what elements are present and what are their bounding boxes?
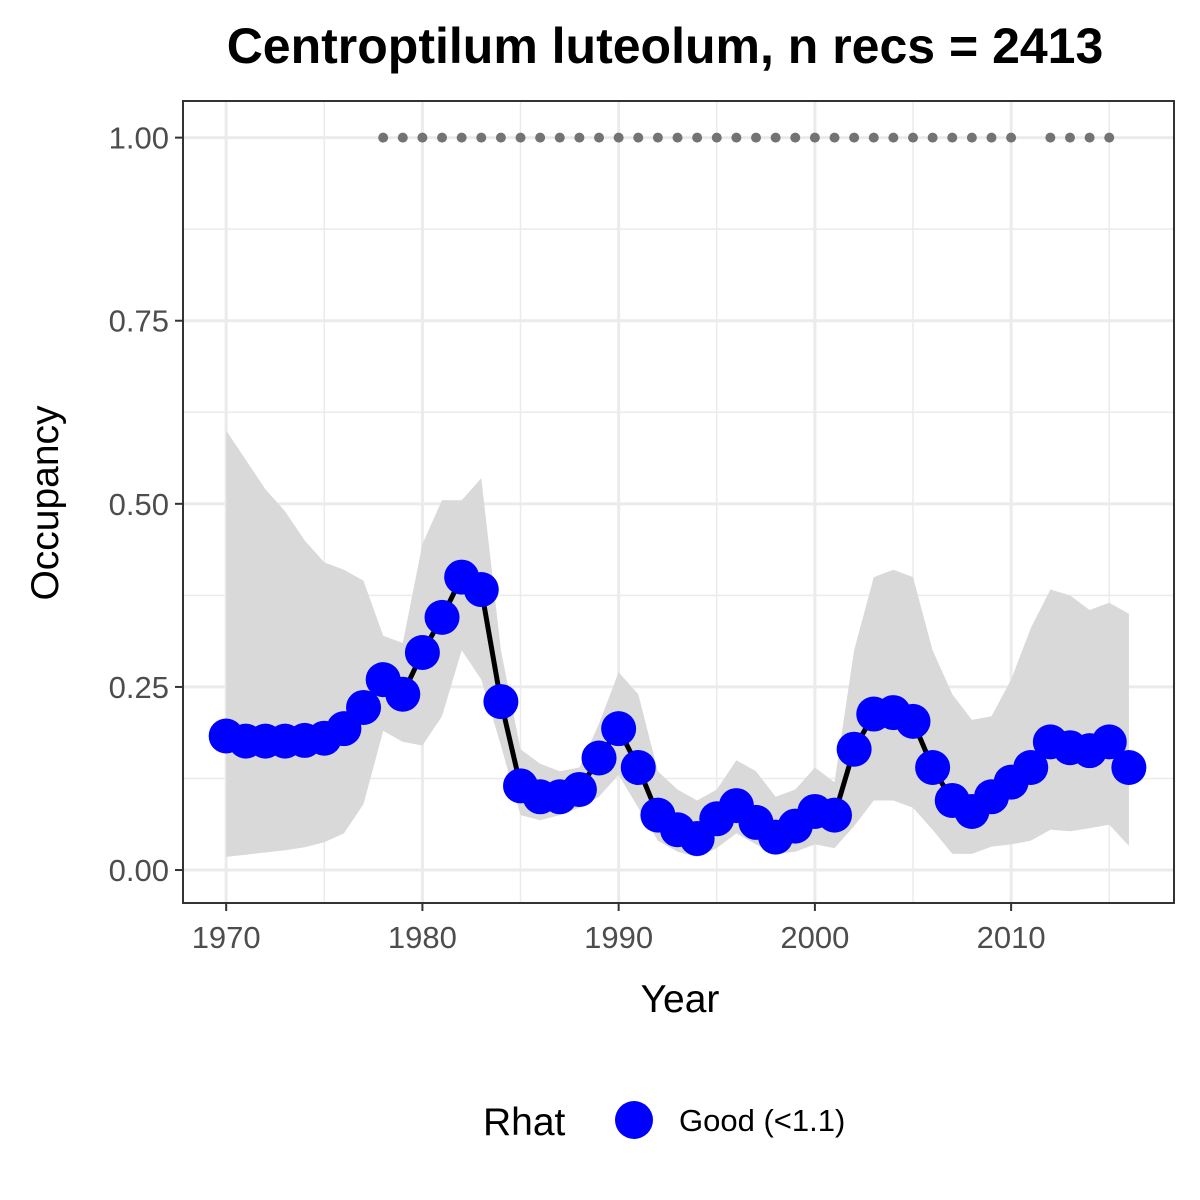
record-year-dot [888, 132, 899, 143]
record-year-dot [809, 132, 820, 143]
record-year-dot [417, 132, 428, 143]
occupancy-point [483, 684, 519, 720]
record-year-dot [829, 132, 840, 143]
record-year-dot [1104, 132, 1115, 143]
record-year-dot [554, 132, 565, 143]
occupancy-point [601, 711, 637, 747]
y-axis: 0.00 0.25 0.50 0.75 1.00 [109, 121, 183, 888]
x-tick-label: 1990 [584, 920, 653, 955]
occupancy-point [1091, 724, 1127, 760]
record-year-dot [711, 132, 722, 143]
record-year-dot [397, 132, 408, 143]
x-axis-title: Year [641, 978, 720, 1021]
plot-panel [182, 100, 1175, 904]
occupancy-point [817, 797, 853, 833]
occupancy-point [424, 599, 460, 635]
record-year-dot [1045, 132, 1056, 143]
record-year-dot [495, 132, 506, 143]
record-year-dot [574, 132, 585, 143]
occupancy-point [836, 731, 872, 767]
record-year-dot [927, 132, 938, 143]
occupancy-point [385, 676, 421, 712]
record-year-dot [652, 132, 663, 143]
x-axis: 1970 1980 1990 2000 2010 [192, 903, 1046, 955]
occupancy-point [581, 740, 617, 776]
x-tick-label: 1980 [388, 920, 457, 955]
occupancy-point [346, 689, 382, 725]
y-tick-label: 0.25 [109, 670, 169, 705]
legend-key-good [615, 1101, 653, 1139]
occupancy-point [463, 572, 499, 608]
occupancy-point [620, 750, 656, 786]
record-year-dot [908, 132, 919, 143]
y-tick-label: 0.00 [109, 853, 169, 888]
x-tick-label: 2010 [977, 920, 1046, 955]
record-year-dot [868, 132, 879, 143]
record-year-dot [437, 132, 448, 143]
credible-interval-ribbon [226, 430, 1129, 857]
record-year-dot [849, 132, 860, 143]
record-year-dot [731, 132, 742, 143]
record-year-dot [456, 132, 467, 143]
x-tick-label: 1970 [192, 920, 261, 955]
record-year-dot [1064, 132, 1075, 143]
occupancy-point [1013, 750, 1049, 786]
record-year-dot [751, 132, 762, 143]
record-year-dot [790, 132, 801, 143]
record-year-dot [633, 132, 644, 143]
record-year-dot [515, 132, 526, 143]
record-year-dot [378, 132, 389, 143]
y-tick-label: 0.75 [109, 304, 169, 339]
record-year-dot [986, 132, 997, 143]
legend: Rhat Good (<1.1) [483, 1101, 845, 1144]
y-tick-label: 1.00 [109, 121, 169, 156]
occupancy-point [561, 771, 597, 807]
record-year-dot [613, 132, 624, 143]
y-tick-label: 0.50 [109, 487, 169, 522]
x-tick-label: 2000 [780, 920, 849, 955]
panel-border [182, 100, 1175, 904]
y-axis-title: Occupancy [24, 405, 67, 601]
record-year-dot [1084, 132, 1095, 143]
occupancy-point [404, 635, 440, 671]
record-year-dot [535, 132, 546, 143]
occupancy-point [915, 750, 951, 786]
chart-title: Centroptilum luteolum, n recs = 2413 [227, 18, 1104, 74]
legend-label-good: Good (<1.1) [679, 1103, 845, 1138]
record-year-dot [672, 132, 683, 143]
legend-title: Rhat [483, 1101, 566, 1144]
occupancy-point [1111, 750, 1147, 786]
record-year-dot [692, 132, 703, 143]
record-year-dot [476, 132, 487, 143]
record-year-dot [770, 132, 781, 143]
record-year-dot [594, 132, 605, 143]
record-year-dot [1006, 132, 1017, 143]
occupancy-point [895, 703, 931, 739]
record-year-dot [966, 132, 977, 143]
record-year-dot [947, 132, 958, 143]
